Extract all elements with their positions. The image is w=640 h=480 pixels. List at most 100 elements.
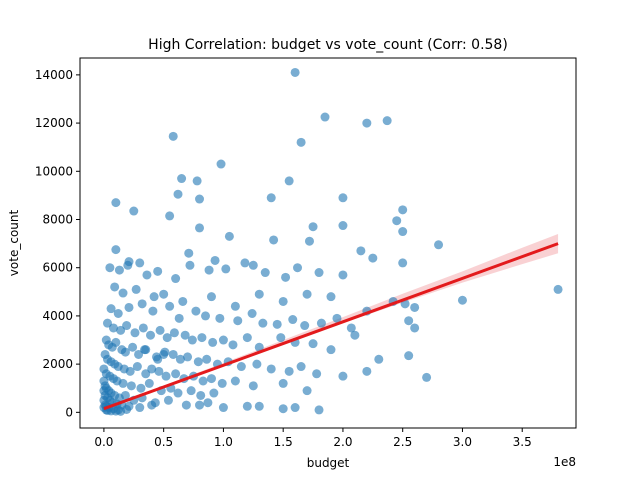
data-point bbox=[350, 330, 360, 340]
data-point bbox=[218, 403, 228, 413]
data-point bbox=[296, 362, 306, 372]
data-point bbox=[165, 211, 175, 221]
data-point bbox=[155, 325, 165, 335]
data-point bbox=[195, 194, 205, 204]
data-point bbox=[192, 176, 202, 186]
data-point bbox=[102, 318, 112, 328]
data-point bbox=[153, 354, 163, 364]
data-point bbox=[184, 248, 194, 258]
data-point bbox=[171, 369, 181, 379]
data-point bbox=[134, 349, 144, 359]
data-point bbox=[116, 325, 126, 335]
data-point bbox=[302, 289, 312, 299]
data-point bbox=[398, 205, 408, 215]
data-point bbox=[290, 67, 300, 77]
data-point bbox=[149, 292, 159, 302]
data-point bbox=[125, 366, 135, 376]
data-point bbox=[217, 378, 227, 388]
data-point bbox=[113, 309, 123, 319]
data-point bbox=[148, 306, 158, 316]
data-point bbox=[163, 395, 173, 405]
data-point bbox=[240, 258, 250, 268]
data-point bbox=[308, 222, 318, 232]
x-tick-label: 3.0 bbox=[453, 435, 472, 449]
data-point bbox=[171, 274, 181, 284]
data-point bbox=[144, 378, 154, 388]
data-point bbox=[314, 268, 324, 278]
data-points-layer bbox=[99, 67, 563, 416]
data-point bbox=[224, 231, 234, 241]
data-point bbox=[236, 362, 246, 372]
data-point bbox=[175, 354, 185, 364]
data-point bbox=[247, 309, 257, 319]
plot-area-frame bbox=[79, 57, 577, 429]
data-point bbox=[290, 403, 300, 413]
data-point bbox=[304, 236, 314, 246]
data-point bbox=[293, 263, 303, 273]
data-point bbox=[314, 405, 324, 415]
data-point bbox=[114, 265, 124, 275]
data-point bbox=[254, 289, 264, 299]
data-point bbox=[368, 253, 378, 263]
data-point bbox=[266, 364, 276, 374]
data-point bbox=[202, 354, 212, 364]
data-point bbox=[215, 313, 225, 323]
y-tick-label: 2000 bbox=[42, 357, 73, 371]
data-point bbox=[216, 159, 226, 169]
data-point bbox=[278, 296, 288, 306]
data-point bbox=[135, 403, 145, 413]
data-point bbox=[242, 401, 252, 411]
data-point bbox=[168, 131, 178, 141]
data-point bbox=[154, 366, 164, 376]
data-point bbox=[258, 318, 268, 328]
data-point bbox=[260, 268, 270, 278]
chart-title: High Correlation: budget vs vote_count (… bbox=[148, 37, 508, 53]
data-point bbox=[338, 193, 348, 203]
data-point bbox=[404, 316, 414, 326]
data-point bbox=[312, 369, 322, 379]
data-point bbox=[122, 321, 132, 331]
data-point bbox=[553, 284, 563, 294]
data-point bbox=[130, 328, 140, 338]
data-point bbox=[276, 333, 286, 343]
data-point bbox=[118, 378, 128, 388]
data-point bbox=[169, 328, 179, 338]
data-point bbox=[135, 258, 145, 268]
x-tick-label: 2.0 bbox=[333, 435, 352, 449]
data-point bbox=[392, 216, 402, 226]
data-point bbox=[210, 255, 220, 265]
y-tick-label: 10000 bbox=[35, 164, 73, 178]
data-point bbox=[398, 227, 408, 237]
data-point bbox=[269, 235, 279, 245]
data-point bbox=[422, 372, 432, 382]
data-point bbox=[208, 337, 218, 347]
data-point bbox=[254, 342, 264, 352]
y-tick-label: 0 bbox=[65, 405, 73, 419]
data-point bbox=[185, 260, 195, 270]
data-point bbox=[281, 272, 291, 282]
data-point bbox=[174, 313, 184, 323]
data-point bbox=[398, 258, 408, 268]
regression-line bbox=[103, 242, 559, 411]
data-point bbox=[278, 404, 288, 414]
data-point bbox=[338, 270, 348, 280]
y-tick-label: 4000 bbox=[42, 309, 73, 323]
data-point bbox=[181, 400, 191, 410]
data-point bbox=[382, 116, 392, 126]
data-point bbox=[338, 371, 348, 381]
data-point bbox=[288, 315, 298, 325]
data-point bbox=[124, 302, 134, 312]
data-point bbox=[228, 340, 238, 350]
y-tick-label: 6000 bbox=[42, 261, 73, 275]
data-point bbox=[338, 221, 348, 231]
data-point bbox=[206, 374, 216, 384]
data-point bbox=[111, 337, 121, 347]
data-point bbox=[131, 284, 141, 294]
data-point bbox=[198, 376, 208, 386]
regression-line-layer bbox=[103, 242, 559, 411]
data-point bbox=[410, 302, 420, 312]
data-point bbox=[374, 354, 384, 364]
data-point bbox=[141, 369, 151, 379]
data-point bbox=[196, 390, 206, 400]
data-point bbox=[284, 366, 294, 376]
